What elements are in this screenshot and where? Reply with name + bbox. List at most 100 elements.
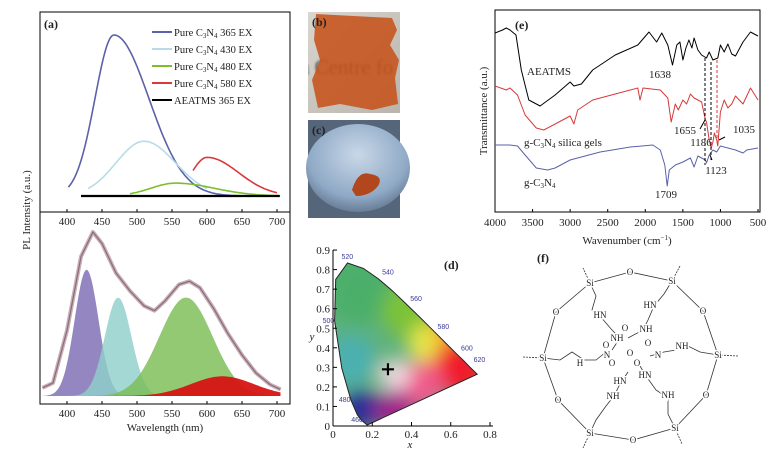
x-tick-label: 4000 xyxy=(484,217,507,229)
peak-label-1709: 1709 xyxy=(655,189,678,201)
silicon-atom: Si xyxy=(586,428,594,438)
wavelength-label-560: 560 xyxy=(410,296,422,303)
x-tick-label: 0.4 xyxy=(405,429,419,441)
wavelength-label-580: 580 xyxy=(437,324,449,331)
panel-e-label: (e) xyxy=(515,18,528,32)
carbonyl-oxygen: O xyxy=(603,340,610,350)
x-tick-label: 0.6 xyxy=(444,429,458,441)
panel-d-label: (d) xyxy=(444,258,459,272)
silicon-atom: Si xyxy=(714,350,722,360)
amine-group: HN xyxy=(644,300,657,310)
panel-f-label: (f) xyxy=(537,251,549,265)
peak-label-1123: 1123 xyxy=(705,165,727,177)
carbonyl-oxygen: O xyxy=(622,323,629,333)
x-tick-label: 600 xyxy=(199,408,216,420)
carbonyl-oxygen: O xyxy=(627,348,634,358)
x-tick-label: 0.8 xyxy=(483,429,497,441)
x-tick-label: 650 xyxy=(234,408,251,420)
x-tick-label: 600 xyxy=(199,216,216,228)
series-label-silica-gels: g-C3N4 silica gels xyxy=(524,137,602,150)
emission-curves xyxy=(67,34,280,198)
legend-label: Pure C3N4 480 EX xyxy=(174,62,253,74)
y-tick-label: 0.4 xyxy=(316,343,330,355)
x-axis-label: x xyxy=(407,439,413,451)
ir-spectrum-1 xyxy=(495,27,759,107)
x-tick-label: 450 xyxy=(94,216,111,228)
panel-b-photo: a Centre fo (b) xyxy=(300,12,400,113)
orange-gel-piece xyxy=(352,173,380,196)
x-tick-label: 3000 xyxy=(559,217,582,229)
amine-group: HN xyxy=(594,310,607,320)
legend-label: AEATMS 365 EX xyxy=(174,96,251,107)
peak-label-1655: 1655 xyxy=(674,125,697,137)
y-axis-label: PL Intensity (a.u.) xyxy=(21,170,33,250)
si-o-bond xyxy=(542,357,591,434)
y-axis-label: Transmittance (a.u.) xyxy=(478,66,490,155)
alkyl-chain xyxy=(639,365,676,429)
chromaticity-point xyxy=(381,363,394,376)
ir-spectrum-3 xyxy=(495,144,759,187)
x-tick-labels-bottom: 400 450 500 550 600 650 700 xyxy=(59,401,286,420)
wavelength-label-600: 600 xyxy=(461,345,473,352)
amine-group: NH xyxy=(611,333,624,343)
si-o-bond xyxy=(542,282,591,359)
peak-label-1638: 1638 xyxy=(649,69,672,81)
silicon-atom: Si xyxy=(586,278,594,288)
fit-peak-4 xyxy=(42,376,281,396)
oxygen-atom: O xyxy=(700,306,707,316)
amine-group: N xyxy=(604,350,611,360)
alkyl-chain xyxy=(542,351,607,361)
x-tick-label: 400 xyxy=(59,408,76,420)
wavy-bond xyxy=(582,432,591,449)
oxygen-atom: O xyxy=(630,435,637,445)
si-o-bond xyxy=(589,427,676,441)
si-o-bond xyxy=(674,354,719,429)
panel-c-label: (c) xyxy=(312,123,325,137)
x-tick-label: 450 xyxy=(94,408,111,420)
panel-d-cie: 0 0.2 0.4 0.6 0.8 0 0.1 0.2 0.3 0.4 0.5 0.6 0.7 0.8 0.… xyxy=(309,245,498,451)
x-tick-label: 400 xyxy=(59,216,76,228)
x-tick-label: 500 xyxy=(129,216,146,228)
ir-spectra xyxy=(495,27,759,187)
legend: Pure C3N4 365 EX Pure C3N4 430 EX Pure C3N… xyxy=(152,28,253,107)
oxygen-atom: O xyxy=(703,390,710,400)
series-label-aeatms: AEATMS xyxy=(527,66,571,78)
wavy-bond xyxy=(582,267,591,284)
series-line-4 xyxy=(192,156,278,194)
peak-label-1186: 1186 xyxy=(690,137,712,149)
series-line-3 xyxy=(129,182,279,197)
amine-group: HN xyxy=(639,370,652,380)
wavelength-label-480: 480 xyxy=(339,397,351,404)
x-tick-label: 700 xyxy=(269,216,286,228)
oxygen-atom: O xyxy=(553,307,560,317)
x-tick-label: 2000 xyxy=(634,217,657,229)
fit-peak-2 xyxy=(42,297,281,396)
legend-label: Pure C3N4 365 EX xyxy=(174,28,253,40)
alkyl-chain xyxy=(589,282,621,351)
x-tick-label: 0 xyxy=(330,429,336,441)
peak-arrows xyxy=(699,119,726,161)
wavy-bond xyxy=(522,356,544,359)
silicon-atom: Si xyxy=(539,353,547,363)
alkyl-chain xyxy=(589,371,629,434)
amine-group: NH xyxy=(662,390,675,400)
x-tick-label: 700 xyxy=(269,408,286,420)
wavelength-label-520: 520 xyxy=(342,254,354,261)
fit-envelope-line xyxy=(42,231,281,390)
amine-group: NH xyxy=(676,341,689,351)
si-o-bond xyxy=(589,271,673,284)
peak-label-1035: 1035 xyxy=(733,124,756,136)
wavelength-label-500: 500 xyxy=(323,318,335,325)
carbonyl-oxygen: O xyxy=(609,358,616,368)
amine-group: NH xyxy=(607,391,620,401)
x-axis-label: Wavenumber (cm−1) xyxy=(582,234,672,247)
gaussian-fits xyxy=(41,230,282,396)
carbonyl-oxygen: O xyxy=(634,358,641,368)
x-tick-label: 1000 xyxy=(709,217,732,229)
panel-e-frame xyxy=(494,9,761,213)
wavy-bond xyxy=(717,354,739,357)
series-label-gcn: g-C3N4 xyxy=(524,177,556,190)
legend-label: Pure C3N4 580 EX xyxy=(174,79,253,91)
